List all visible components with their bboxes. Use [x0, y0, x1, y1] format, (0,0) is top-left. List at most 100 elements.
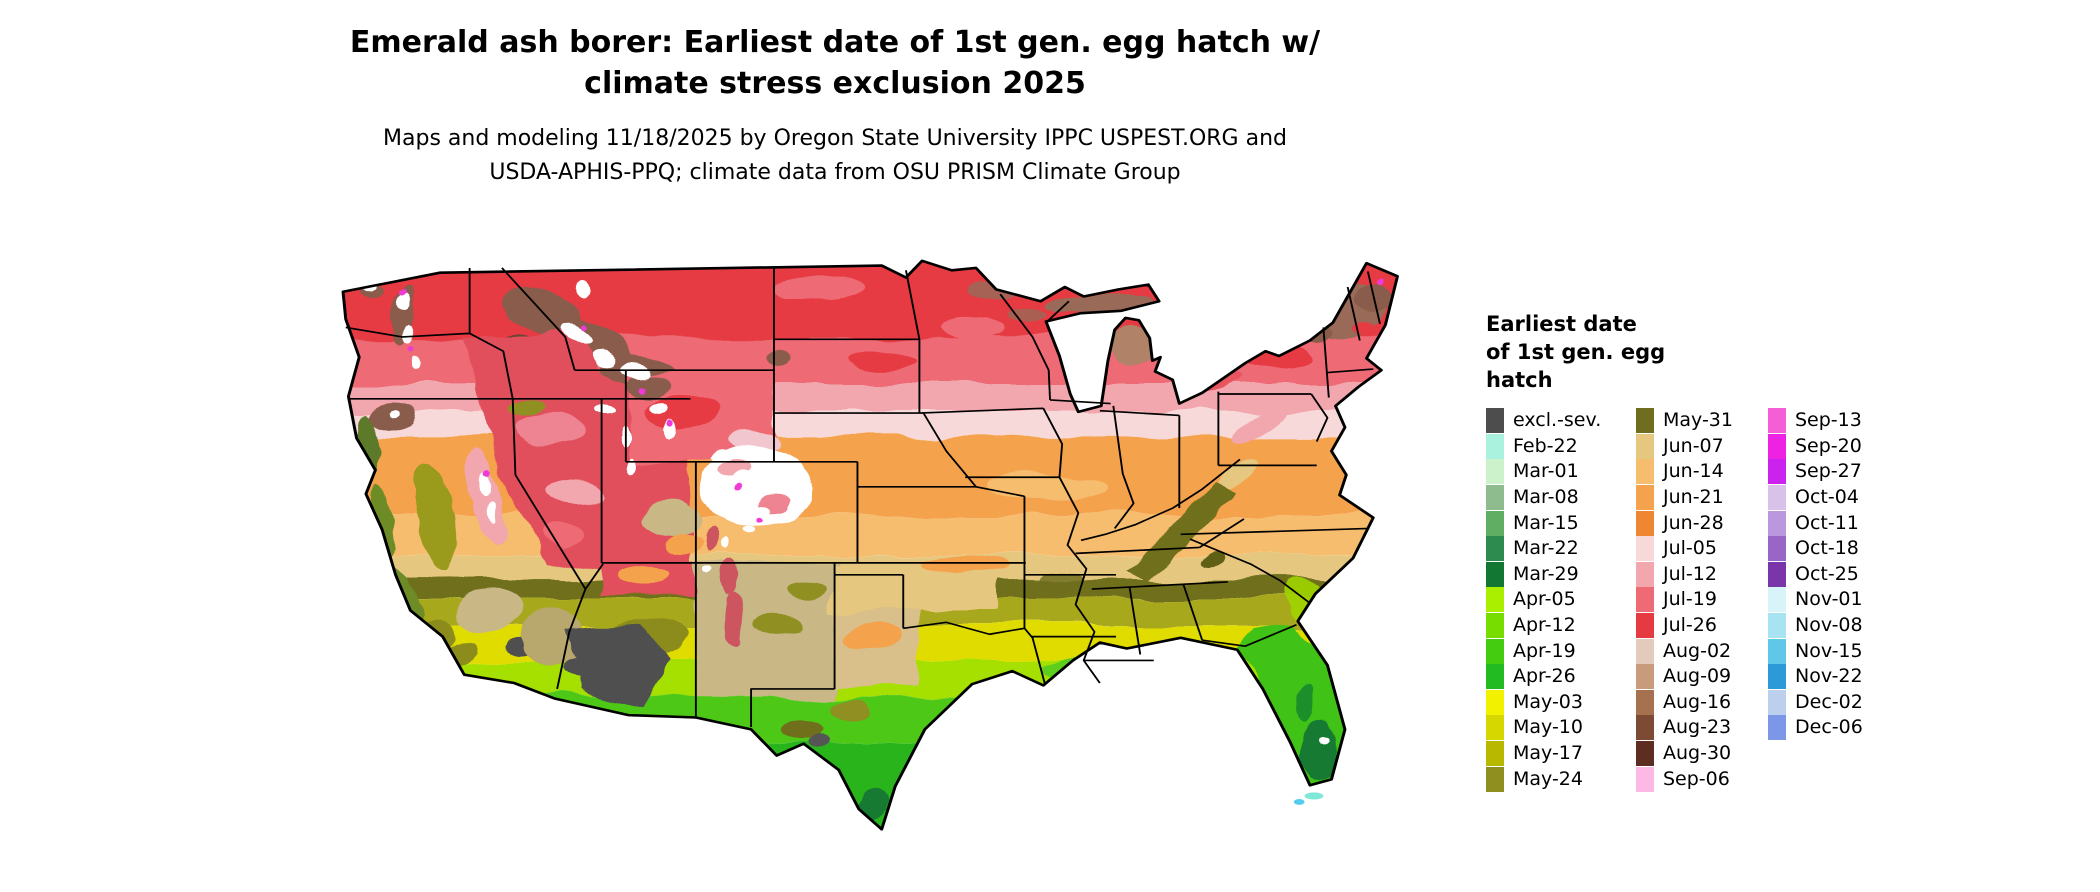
legend-entry: May-03 [1486, 689, 1636, 716]
legend-swatch [1636, 715, 1654, 741]
legend-entry-label: Sep-13 [1795, 409, 1862, 432]
legend-entry: Mar-01 [1486, 459, 1636, 485]
legend-column-3: Sep-13 Sep-20 Sep-27 Oct-04 Oct-11 Oct-18 Oct-… [1768, 408, 1918, 741]
legend-entry: Sep-13 [1768, 408, 1918, 434]
legend-swatch [1768, 715, 1786, 741]
legend-swatch [1636, 408, 1654, 434]
legend-swatch [1636, 741, 1654, 767]
legend-swatch [1636, 459, 1654, 485]
legend-swatch [1486, 561, 1504, 587]
legend-entry: Mar-29 [1486, 561, 1636, 588]
legend-swatch [1486, 613, 1504, 639]
legend-entry: Apr-05 [1486, 587, 1636, 613]
legend-swatch [1768, 561, 1786, 587]
legend-entry: Jun-21 [1636, 485, 1768, 511]
legend-entry-label: Jul-05 [1663, 537, 1717, 560]
legend-entry-label: Sep-27 [1795, 460, 1862, 483]
legend-swatch [1768, 638, 1786, 664]
legend-swatch [1486, 587, 1504, 613]
legend-entry-label: Feb-22 [1513, 434, 1578, 457]
legend-entry-label: May-10 [1513, 716, 1583, 739]
legend-swatch [1636, 561, 1654, 587]
legend-swatch [1768, 664, 1786, 690]
legend-entry-label: Apr-26 [1513, 665, 1576, 688]
legend-entry-label: Sep-06 [1663, 767, 1730, 790]
legend-entry: Jul-12 [1636, 561, 1768, 588]
legend-entry: Apr-12 [1486, 613, 1636, 639]
legend-swatch [1636, 510, 1654, 536]
legend-swatch [1768, 689, 1786, 715]
legend-entry-label: Mar-08 [1513, 486, 1579, 509]
us-outline [341, 259, 1399, 831]
legend-entry-label: May-24 [1513, 767, 1583, 790]
legend-swatch [1486, 408, 1504, 434]
legend-entry: Sep-20 [1768, 433, 1918, 460]
legend-swatch [1768, 485, 1786, 511]
legend-columns: excl.-sev. Feb-22 Mar-01 Mar-08 Mar-15 Mar-22… [1486, 408, 2086, 792]
legend-entry-label: Mar-29 [1513, 562, 1579, 585]
legend: Earliest date of 1st gen. egg hatch excl… [1486, 310, 2086, 792]
legend-swatch [1768, 433, 1786, 459]
legend-swatch [1636, 638, 1654, 664]
legend-swatch [1636, 689, 1654, 715]
map-graphic [341, 259, 1399, 831]
legend-entry: Feb-22 [1486, 433, 1636, 460]
legend-entry: May-24 [1486, 766, 1636, 792]
legend-swatch [1636, 613, 1654, 639]
legend-entry: Mar-15 [1486, 510, 1636, 536]
legend-swatch [1636, 485, 1654, 511]
legend-entry: Dec-02 [1768, 689, 1918, 716]
legend-entry: Jun-07 [1636, 433, 1768, 460]
legend-entry: Jul-05 [1636, 536, 1768, 562]
legend-entry: Apr-26 [1486, 664, 1636, 690]
legend-entry-label: May-03 [1513, 690, 1583, 713]
legend-entry: Mar-08 [1486, 485, 1636, 511]
legend-entry-label: May-17 [1513, 742, 1583, 765]
legend-swatch [1768, 536, 1786, 562]
legend-entry: Sep-06 [1636, 766, 1768, 792]
legend-entry: Nov-15 [1768, 638, 1918, 664]
legend-entry: Oct-04 [1768, 485, 1918, 511]
legend-entry: Jun-28 [1636, 510, 1768, 536]
state-borders [345, 267, 1381, 728]
legend-entry: Oct-11 [1768, 510, 1918, 536]
legend-entry: Nov-08 [1768, 613, 1918, 639]
legend-entry-label: Oct-18 [1795, 537, 1859, 560]
legend-swatch [1636, 664, 1654, 690]
legend-swatch [1486, 433, 1504, 459]
legend-entry: Dec-06 [1768, 715, 1918, 741]
us-map [238, 218, 1450, 884]
legend-entry: Mar-22 [1486, 536, 1636, 562]
legend-swatch [1768, 613, 1786, 639]
legend-entry-label: Apr-05 [1513, 588, 1576, 611]
legend-entry-label: May-31 [1663, 409, 1733, 432]
legend-entry: Sep-27 [1768, 459, 1918, 485]
legend-entry-label: Oct-04 [1795, 486, 1859, 509]
legend-entry: Aug-09 [1636, 664, 1768, 690]
legend-entry: Aug-02 [1636, 638, 1768, 664]
map-subtitle: Maps and modeling 11/18/2025 by Oregon S… [383, 126, 1287, 185]
legend-swatch [1636, 536, 1654, 562]
florida-keys [1304, 792, 1324, 800]
legend-entry-label: Jun-07 [1663, 434, 1724, 457]
legend-swatch [1486, 741, 1504, 767]
legend-column-1: excl.-sev. Feb-22 Mar-01 Mar-08 Mar-15 Mar-22… [1486, 408, 1636, 792]
legend-swatch [1486, 536, 1504, 562]
legend-entry: Oct-25 [1768, 561, 1918, 588]
legend-entry-label: Aug-23 [1663, 716, 1732, 739]
legend-entry-label: Mar-01 [1513, 460, 1579, 483]
legend-entry-label: Dec-02 [1795, 690, 1863, 713]
legend-swatch [1486, 485, 1504, 511]
legend-swatch [1486, 510, 1504, 536]
legend-entry-label: Oct-11 [1795, 511, 1859, 534]
legend-swatch [1486, 459, 1504, 485]
legend-entry: Oct-18 [1768, 536, 1918, 562]
legend-entry: May-31 [1636, 408, 1768, 434]
legend-entry: Aug-16 [1636, 689, 1768, 716]
legend-entry-label: Oct-25 [1795, 562, 1859, 585]
legend-entry-label: Mar-22 [1513, 537, 1579, 560]
legend-entry-label: Jun-21 [1663, 486, 1724, 509]
legend-entry-label: Sep-20 [1795, 434, 1862, 457]
legend-swatch [1636, 433, 1654, 459]
